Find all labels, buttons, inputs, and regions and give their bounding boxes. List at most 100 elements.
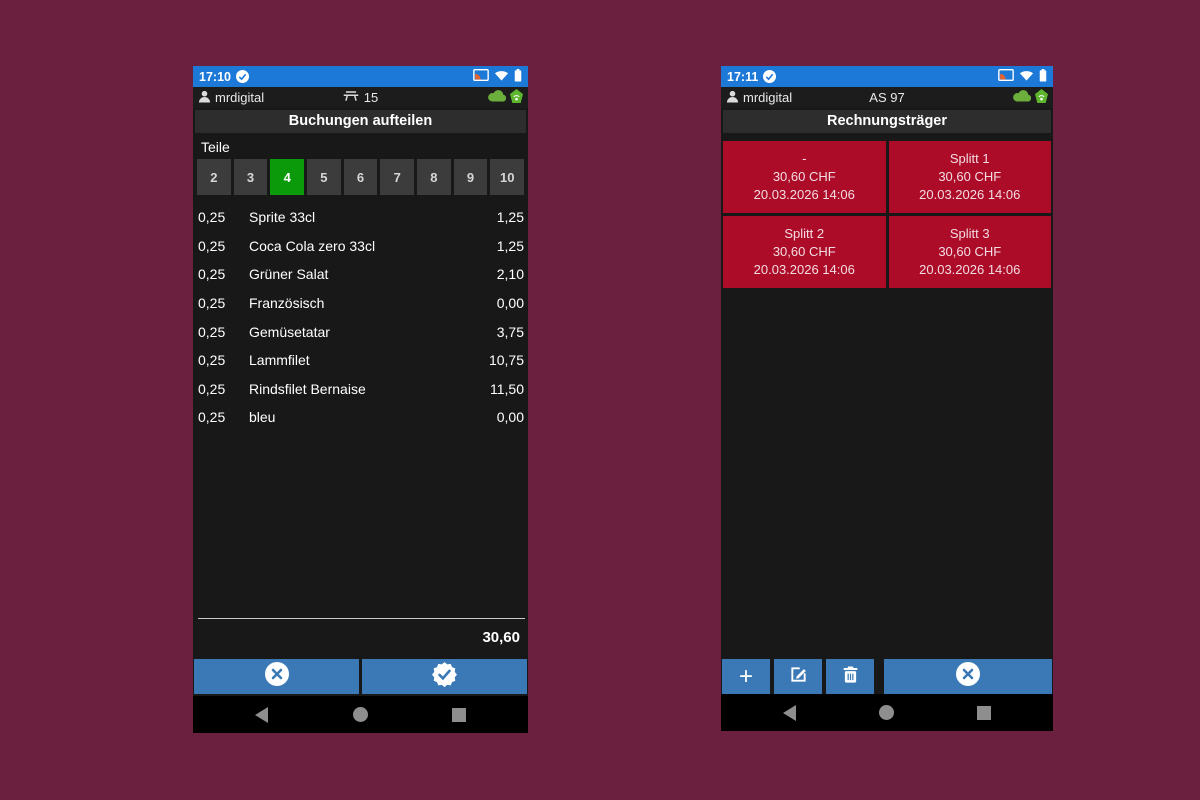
app-header: mrdigital AS 97 bbox=[721, 87, 1053, 108]
parts-label: Teile bbox=[201, 139, 230, 155]
split-count-5[interactable]: 5 bbox=[307, 159, 341, 195]
nav-recents-icon[interactable] bbox=[977, 705, 991, 720]
split-count-row: 2 3 4 5 6 7 8 9 10 bbox=[193, 159, 528, 195]
delete-split-button[interactable] bbox=[826, 659, 874, 694]
item-price: 1,25 bbox=[496, 237, 524, 254]
split-count-2[interactable]: 2 bbox=[197, 159, 231, 195]
edit-icon bbox=[789, 665, 808, 689]
item-price: 10,75 bbox=[488, 352, 524, 369]
table-row[interactable]: 0,25 Lammfilet 10,75 bbox=[193, 346, 528, 375]
status-bar: 17:10 bbox=[193, 66, 528, 87]
item-name: Rindsfilet Bernaise bbox=[249, 380, 366, 397]
split-card-amount: 30,60 CHF bbox=[938, 244, 1002, 259]
sync-check-icon bbox=[235, 70, 249, 83]
table-row[interactable]: 0,25 Sprite 33cl 1,25 bbox=[193, 203, 528, 232]
split-card[interactable]: - 30,60 CHF 20.03.2026 14:06 bbox=[723, 141, 886, 213]
split-count-9[interactable]: 9 bbox=[453, 159, 488, 195]
item-quantity: 0,25 bbox=[198, 380, 226, 397]
page-title: Rechnungsträger bbox=[723, 110, 1051, 133]
battery-icon bbox=[514, 68, 522, 85]
cloud-sync-icon bbox=[1012, 90, 1032, 105]
split-card-amount: 30,60 CHF bbox=[772, 169, 836, 184]
item-quantity: 0,25 bbox=[198, 209, 226, 226]
station-beacon-icon bbox=[510, 89, 523, 106]
split-card-datetime: 20.03.2026 14:06 bbox=[753, 187, 855, 202]
item-quantity: 0,25 bbox=[198, 409, 226, 426]
split-count-6[interactable]: 6 bbox=[343, 159, 378, 195]
split-count-3[interactable]: 3 bbox=[233, 159, 268, 195]
add-split-button[interactable]: + bbox=[722, 659, 770, 694]
user-icon bbox=[726, 90, 739, 106]
status-bar: 17:11 bbox=[721, 66, 1053, 87]
action-row bbox=[194, 659, 527, 694]
item-name: Gemüsetatar bbox=[249, 323, 330, 340]
register-label: AS 97 bbox=[869, 90, 905, 105]
item-name: Sprite 33cl bbox=[249, 209, 316, 226]
total-amount: 30,60 bbox=[482, 629, 520, 646]
android-nav-bar bbox=[193, 696, 528, 733]
item-list: 0,25 Sprite 33cl 1,25 0,25 Coca Cola zero 33… bbox=[193, 203, 528, 432]
split-count-4[interactable]: 4 bbox=[270, 159, 305, 195]
table-row[interactable]: 0,25 Gemüsetatar 3,75 bbox=[193, 317, 528, 346]
item-quantity: 0,25 bbox=[198, 352, 226, 369]
split-card[interactable]: Splitt 1 30,60 CHF 20.03.2026 14:06 bbox=[888, 141, 1051, 213]
cast-icon bbox=[473, 69, 489, 84]
user-icon bbox=[198, 90, 211, 106]
trash-icon bbox=[842, 666, 858, 688]
table-row[interactable]: 0,25 Coca Cola zero 33cl 1,25 bbox=[193, 232, 528, 261]
nav-back-icon[interactable] bbox=[783, 704, 796, 721]
split-card[interactable]: Splitt 3 30,60 CHF 20.03.2026 14:06 bbox=[888, 216, 1051, 288]
wifi-icon bbox=[1019, 70, 1034, 84]
split-count-10[interactable]: 10 bbox=[490, 159, 525, 195]
close-button[interactable] bbox=[884, 659, 1052, 694]
item-price: 0,00 bbox=[496, 295, 524, 312]
page-title: Buchungen aufteilen bbox=[195, 110, 526, 133]
item-name: Coca Cola zero 33cl bbox=[249, 237, 376, 254]
logged-in-user: mrdigital bbox=[215, 90, 265, 105]
item-quantity: 0,25 bbox=[198, 295, 226, 312]
item-price: 3,75 bbox=[496, 323, 524, 340]
split-card-grid: - 30,60 CHF 20.03.2026 14:06 Splitt 1 30,60 … bbox=[723, 141, 1051, 288]
cancel-button[interactable] bbox=[194, 659, 359, 694]
logged-in-user: mrdigital bbox=[743, 90, 793, 105]
nav-home-icon[interactable] bbox=[352, 707, 368, 722]
table-row[interactable]: 0,25 Rindsfilet Bernaise 11,50 bbox=[193, 375, 528, 404]
split-card[interactable]: Splitt 2 30,60 CHF 20.03.2026 14:06 bbox=[723, 216, 886, 288]
item-name: Französisch bbox=[249, 295, 325, 312]
battery-icon bbox=[1039, 68, 1047, 85]
table-row[interactable]: 0,25 Grüner Salat 2,10 bbox=[193, 260, 528, 289]
item-quantity: 0,25 bbox=[198, 323, 226, 340]
split-card-name: Splitt 3 bbox=[949, 226, 990, 241]
nav-recents-icon[interactable] bbox=[452, 707, 466, 722]
split-count-7[interactable]: 7 bbox=[380, 159, 415, 195]
edit-split-button[interactable] bbox=[774, 659, 822, 694]
item-quantity: 0,25 bbox=[198, 237, 226, 254]
sync-check-icon bbox=[763, 70, 777, 83]
confirm-button[interactable] bbox=[362, 659, 527, 694]
split-card-name: Splitt 2 bbox=[784, 226, 825, 241]
split-card-name: Splitt 1 bbox=[949, 151, 990, 166]
item-quantity: 0,25 bbox=[198, 266, 226, 283]
table-icon bbox=[343, 90, 359, 105]
confirm-check-icon bbox=[431, 661, 458, 693]
item-name: Lammfilet bbox=[249, 352, 310, 369]
table-number: 15 bbox=[363, 90, 379, 105]
split-card-amount: 30,60 CHF bbox=[772, 244, 836, 259]
status-time: 17:10 bbox=[199, 69, 231, 84]
split-card-datetime: 20.03.2026 14:06 bbox=[919, 187, 1021, 202]
table-row[interactable]: 0,25 bleu 0,00 bbox=[193, 403, 528, 432]
toolbar: + bbox=[722, 659, 1052, 694]
table-row[interactable]: 0,25 Französisch 0,00 bbox=[193, 289, 528, 318]
split-card-datetime: 20.03.2026 14:06 bbox=[919, 262, 1021, 277]
cancel-x-icon bbox=[264, 661, 290, 692]
nav-home-icon[interactable] bbox=[879, 705, 894, 720]
app-header: mrdigital 15 bbox=[193, 87, 528, 108]
item-price: 2,10 bbox=[496, 266, 524, 283]
item-price: 0,00 bbox=[496, 409, 524, 426]
cast-icon bbox=[998, 69, 1014, 84]
split-count-8[interactable]: 8 bbox=[417, 159, 451, 195]
plus-icon: + bbox=[738, 662, 753, 690]
status-time: 17:11 bbox=[727, 69, 759, 84]
nav-back-icon[interactable] bbox=[255, 706, 268, 723]
